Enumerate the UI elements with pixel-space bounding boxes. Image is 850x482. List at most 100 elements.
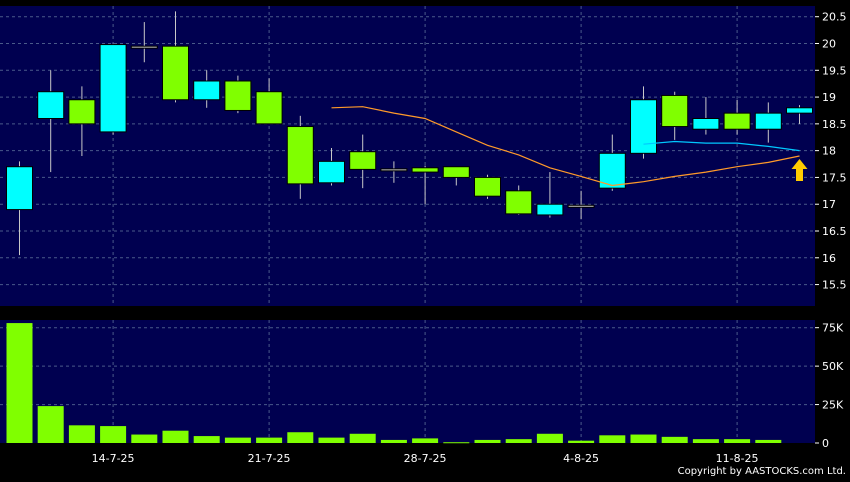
volume-bar	[131, 434, 158, 443]
price-tick-label: 20.5	[822, 11, 847, 24]
candle	[661, 91, 689, 140]
volume-bar	[568, 440, 595, 443]
candle-body	[349, 151, 377, 170]
volume-panel	[0, 320, 815, 443]
candle-body	[318, 160, 345, 184]
candle	[37, 70, 65, 173]
copyright-text: Copyright by AASTOCKS.com Ltd.	[678, 466, 846, 477]
volume-bar	[505, 439, 532, 443]
candle	[130, 22, 158, 63]
candle-body	[598, 152, 626, 189]
price-panel	[0, 6, 815, 306]
candle-body	[505, 190, 533, 215]
price-tick-label: 18.5	[822, 118, 847, 131]
volume-bar	[755, 439, 782, 443]
volume-bar	[37, 406, 64, 443]
candle-body	[286, 126, 314, 185]
candle	[630, 86, 657, 159]
price-tick-label: 17	[822, 198, 836, 211]
candle	[692, 97, 720, 135]
candle	[286, 115, 314, 199]
candle	[442, 166, 470, 186]
candle	[786, 105, 813, 124]
up-arrow-icon	[791, 159, 808, 181]
volume-bar	[349, 433, 376, 443]
candle	[162, 11, 189, 103]
volume-bar	[6, 323, 33, 443]
candle-body	[630, 99, 657, 154]
volume-bars	[6, 323, 782, 444]
candle-body	[224, 80, 252, 111]
date-tick-label: 28-7-25	[404, 452, 447, 465]
volume-bar	[474, 439, 501, 443]
date-tick-label: 4-8-25	[563, 452, 599, 465]
candle-body	[442, 166, 470, 178]
volume-bar	[193, 436, 220, 443]
candle-body	[162, 45, 189, 101]
candle	[349, 134, 377, 189]
candle-body	[99, 44, 127, 133]
volume-bar	[661, 436, 688, 443]
price-axis: 15.5 16 16.5 17 17.5 18 18.5 19 19.5 20 20.5	[815, 11, 847, 292]
candle-body	[536, 203, 564, 216]
candle	[411, 165, 439, 205]
date-tick-label: 14-7-25	[92, 452, 135, 465]
volume-bar	[599, 435, 626, 443]
candle	[99, 43, 127, 135]
candle-body	[567, 204, 595, 208]
candle	[536, 172, 564, 218]
volume-axis: 0 25K 50K 75K	[815, 322, 844, 450]
volume-tick-label: 50K	[822, 360, 844, 373]
candle	[318, 147, 345, 186]
price-tick-label: 19	[822, 91, 836, 104]
date-tick-label: 21-7-25	[248, 452, 291, 465]
volume-bar	[380, 439, 407, 443]
price-tick-label: 18	[822, 145, 836, 158]
volume-bar	[287, 432, 314, 443]
candle	[567, 190, 595, 220]
ma-short-line	[643, 140, 800, 152]
volume-bar	[412, 438, 439, 443]
volume-bar	[443, 442, 470, 444]
price-tick-label: 16	[822, 252, 836, 265]
date-axis: 14-7-25 21-7-25 28-7-25 4-8-25 11-8-25	[92, 452, 759, 465]
candle-body	[786, 107, 813, 114]
candle	[380, 161, 408, 183]
candle	[723, 99, 751, 135]
volume-tick-label: 75K	[822, 322, 844, 335]
candle-body	[68, 99, 96, 125]
candle-body	[723, 112, 751, 130]
candle	[598, 134, 626, 191]
candle	[474, 174, 501, 199]
volume-tick-label: 25K	[822, 399, 844, 412]
candle-body	[37, 91, 65, 120]
volume-bar	[224, 437, 251, 443]
volume-tick-label: 0	[822, 437, 829, 450]
volume-bar	[536, 433, 563, 443]
candle	[224, 75, 252, 114]
candle-body	[474, 176, 501, 197]
price-tick-label: 19.5	[822, 64, 847, 77]
candle-body	[130, 45, 158, 49]
volume-bar	[692, 439, 719, 443]
candle-body	[6, 166, 33, 211]
price-tick-label: 15.5	[822, 279, 847, 292]
candle-body	[193, 80, 221, 101]
candles	[6, 11, 813, 256]
candle-body	[411, 167, 439, 173]
volume-bar	[256, 437, 283, 443]
price-tick-label: 17.5	[822, 171, 847, 184]
price-tick-label: 20	[822, 38, 836, 51]
moving-averages	[331, 106, 800, 187]
candle	[505, 185, 533, 215]
candle-body	[754, 112, 782, 130]
candle	[6, 161, 33, 256]
volume-bar	[68, 425, 95, 443]
price-tick-label: 16.5	[822, 225, 847, 238]
candle	[68, 86, 96, 156]
candle	[255, 78, 283, 125]
candle-body	[661, 94, 689, 128]
volume-bar	[724, 439, 751, 443]
